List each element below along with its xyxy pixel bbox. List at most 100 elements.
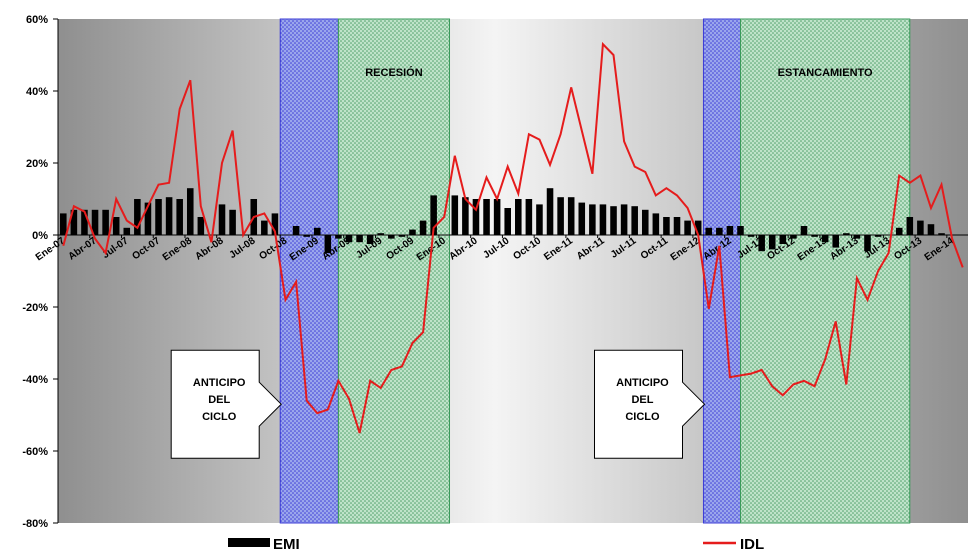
emi-bar <box>811 235 818 237</box>
callout-text-line: ANTICIPO <box>616 377 669 389</box>
band-label-estancamiento: ESTANCAMIENTO <box>778 67 873 79</box>
emi-bar <box>218 204 226 235</box>
emi-bar <box>515 199 522 235</box>
emi-bar <box>684 220 691 235</box>
y-tick-label: 0% <box>32 230 48 242</box>
emi-bar <box>303 235 310 237</box>
y-tick-label: -60% <box>22 446 48 458</box>
emi-bar <box>790 235 797 239</box>
band-estancamiento-3 <box>740 18 911 524</box>
emi-bar <box>430 195 437 235</box>
emi-bar <box>895 227 903 235</box>
emi-bar <box>356 235 363 243</box>
emi-bar <box>663 217 670 235</box>
emi-bar <box>123 227 131 235</box>
callout-text-line: DEL <box>631 394 653 406</box>
emi-bar <box>462 197 469 235</box>
y-tick-label: -20% <box>22 302 48 314</box>
emi-bar <box>102 209 109 235</box>
emi-bar <box>70 209 78 235</box>
emi-bar <box>938 233 945 235</box>
emi-bar <box>768 235 776 250</box>
emi-bar <box>917 220 924 235</box>
emi-bar <box>536 204 543 235</box>
emi-bar <box>864 235 871 252</box>
emi-bar <box>229 209 236 235</box>
legend-emi-label: EMI <box>273 536 300 551</box>
callout-arrow-shape <box>170 349 282 459</box>
emi-bar <box>874 235 882 237</box>
period-bands <box>279 18 911 524</box>
emi-bar <box>451 195 459 235</box>
emi-bar <box>747 235 755 237</box>
emi-bar <box>716 227 723 235</box>
anticipo-callouts: ANTICIPO DEL CICLO ANTICIPO DEL CICLO <box>170 349 706 459</box>
callout-text-line: CICLO <box>625 411 660 423</box>
emi-bar <box>578 202 586 235</box>
emi-bar <box>599 204 607 235</box>
emi-bar <box>610 206 617 235</box>
emi-bar <box>60 213 67 235</box>
band-recesion-1 <box>337 18 451 524</box>
emi-bar <box>112 217 120 235</box>
emi-bar <box>398 235 406 237</box>
emi-bar <box>472 199 480 235</box>
legend: EMI IDL <box>228 536 764 551</box>
emi-bar <box>165 197 173 235</box>
emi-bar <box>567 197 575 235</box>
emi-bar <box>800 226 808 235</box>
emi-bar <box>261 220 268 235</box>
emi-bar <box>705 227 713 235</box>
emi-bar <box>271 213 279 235</box>
emi-bar <box>324 235 332 253</box>
y-axis-ticks: -80% -60% -40% -20% 0% 20% 40% 60% <box>22 14 58 530</box>
emi-bar <box>832 235 840 248</box>
emi-bar <box>419 220 427 235</box>
emi-bar <box>91 209 99 235</box>
emi-bar <box>483 199 490 235</box>
emi-bar <box>631 206 638 235</box>
idl-series-line <box>62 41 964 434</box>
emi-bar <box>155 199 162 235</box>
emi-bar <box>292 226 300 235</box>
legend-idl-label: IDL <box>740 536 764 551</box>
emi-bar <box>377 233 385 235</box>
emi-bar <box>652 213 660 235</box>
emi-bar <box>186 188 194 235</box>
emi-bar <box>726 226 734 235</box>
emi-bar <box>853 235 861 239</box>
emi-bar <box>694 220 702 235</box>
emi-bars <box>60 188 945 253</box>
emi-bar <box>843 233 850 235</box>
emi-bar <box>737 226 744 235</box>
emi-bar <box>557 197 564 235</box>
emi-bar <box>176 199 183 235</box>
emi-bar <box>388 235 395 239</box>
callout-text-line: CICLO <box>202 411 237 423</box>
emi-bar <box>620 204 628 235</box>
emi-bar <box>335 235 342 239</box>
emi-bar <box>345 235 353 243</box>
band-label-recesion: RECESIÓN <box>365 66 423 79</box>
emi-bar <box>546 188 554 235</box>
emi-bar <box>525 199 533 235</box>
band-anticipo-0 <box>279 18 339 524</box>
emi-bar <box>144 202 152 235</box>
band-labels: RECESIÓN ESTANCAMIENTO <box>365 66 873 79</box>
y-tick-label: 60% <box>26 14 48 26</box>
emi-bar <box>409 229 416 235</box>
emi-bar <box>673 217 681 235</box>
emi-bar <box>758 235 765 252</box>
y-tick-label: 20% <box>26 158 48 170</box>
emi-bar <box>641 209 649 235</box>
emi-bar <box>81 209 88 235</box>
emi-bar <box>821 235 829 243</box>
emi-bar <box>313 227 321 235</box>
emi-bar <box>779 235 787 244</box>
emi-bar <box>927 224 935 235</box>
callout-arrow-shape <box>594 349 706 459</box>
y-tick-label: -40% <box>22 374 48 386</box>
emi-bar <box>197 217 205 235</box>
emi-bar <box>134 199 141 235</box>
